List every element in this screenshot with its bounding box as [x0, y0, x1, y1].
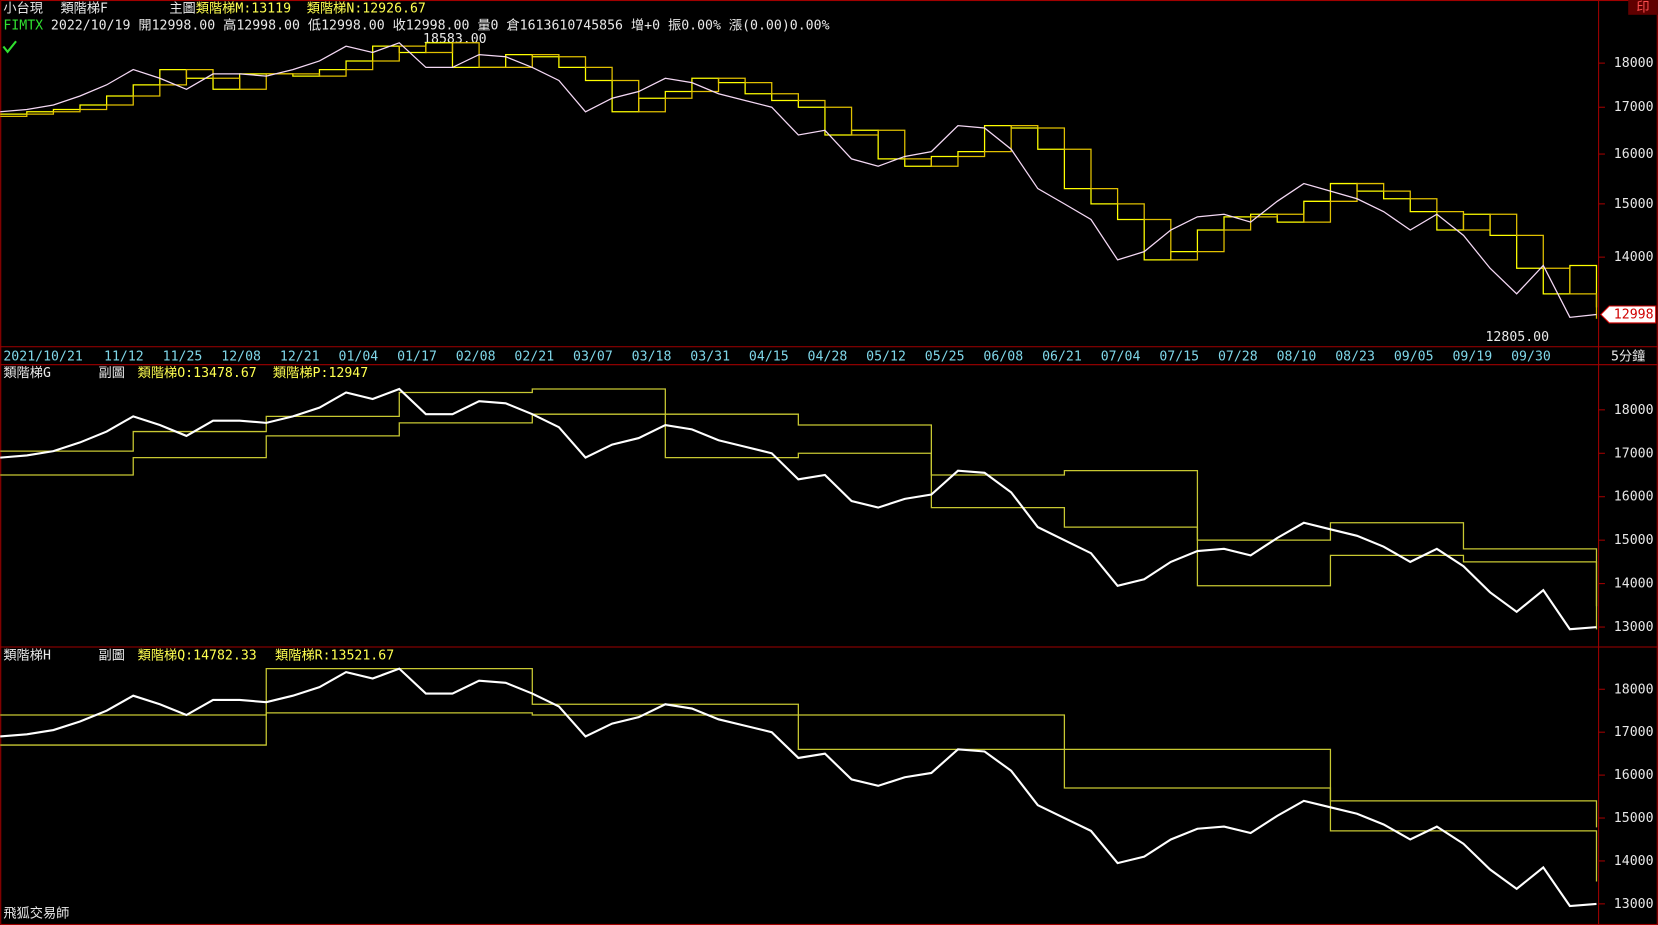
y-tick-label: 18000 [1614, 56, 1654, 71]
indicator-name: 類階梯H [3, 647, 51, 663]
x-tick-label: 05/25 [925, 349, 965, 364]
symbol-name: 小台現 [3, 0, 43, 16]
y-tick-label: 13000 [1614, 897, 1654, 912]
price-line [0, 667, 1597, 908]
y-tick-label: 15000 [1614, 197, 1654, 212]
x-tick-label: 03/31 [690, 349, 730, 364]
indicator-name: 類階梯F [60, 0, 108, 16]
step-line [0, 413, 1598, 630]
footer: 飛狐交易師 [3, 904, 69, 921]
print-button[interactable] [1628, 0, 1658, 15]
y-tick-label: 16000 [1614, 768, 1654, 783]
x-tick-label: 07/04 [1101, 349, 1141, 364]
y-tick-label: 17000 [1614, 100, 1654, 115]
check-icon [2, 40, 17, 54]
y-tick-label: 14000 [1614, 854, 1654, 869]
x-unit: 5分鐘 [1611, 347, 1645, 364]
step-line [0, 712, 1598, 882]
quote: 2022/10/19 開12998.00 高12998.00 低12998.00… [51, 16, 830, 33]
y-tick-label: 15000 [1614, 533, 1654, 548]
x-tick-label: 03/07 [573, 349, 613, 364]
symbol: FIMTX [3, 18, 43, 33]
x-tick-label: 02/08 [456, 349, 496, 364]
x-tick-label: 02/21 [514, 349, 554, 364]
x-tick-label: 12/08 [221, 349, 261, 364]
x-tick-label: 08/23 [1335, 349, 1375, 364]
x-tick-label: 09/05 [1394, 349, 1434, 364]
price-line [0, 387, 1597, 631]
print-button-label[interactable]: 印 [1636, 0, 1649, 15]
low-annotation: 12805.00 [1485, 330, 1549, 345]
x-tick-label: 12/21 [280, 349, 320, 364]
x-tick-label: 07/28 [1218, 349, 1258, 364]
y-tick-label: 18000 [1614, 682, 1654, 697]
panel-label: 副圖 [99, 647, 125, 663]
x-tick-label: 01/04 [339, 349, 379, 364]
price-tag-label: 12998 [1614, 307, 1654, 322]
price-line [0, 42, 1597, 319]
x-tick-label: 11/25 [163, 349, 203, 364]
y-tick-label: 14000 [1614, 250, 1654, 265]
panel-label: 副圖 [99, 365, 125, 381]
legend-entry: 類階梯N:12926.67 [307, 0, 426, 16]
x-tick-label: 06/21 [1042, 349, 1082, 364]
legend-entry: 類階梯O:13478.67 [138, 365, 257, 381]
panel-label: 主圖 [169, 0, 195, 16]
step-line [0, 388, 1598, 607]
indicator-name: 類階梯G [3, 365, 51, 381]
x-tick-label: 2021/10/21 [3, 349, 83, 364]
y-tick-label: 13000 [1614, 620, 1654, 635]
y-tick-label: 18000 [1614, 403, 1654, 418]
legend-entry: 類階梯Q:14782.33 [138, 647, 257, 663]
y-tick-label: 17000 [1614, 446, 1654, 461]
x-tick-label: 06/08 [983, 349, 1023, 364]
x-tick-label: 09/30 [1511, 349, 1551, 364]
x-tick-label: 05/12 [866, 349, 906, 364]
x-tick-label: 11/12 [104, 349, 144, 364]
legend-entry: 類階梯M:13119 [196, 0, 291, 16]
price-tag [1599, 305, 1657, 324]
y-tick-label: 16000 [1614, 147, 1654, 162]
y-tick-label: 16000 [1614, 490, 1654, 505]
x-tick-label: 04/28 [808, 349, 848, 364]
step-line [0, 42, 1598, 319]
high-annotation: 18583.00 [423, 32, 487, 47]
x-tick-label: 01/17 [397, 349, 437, 364]
x-tick-label: 04/15 [749, 349, 789, 364]
x-tick-label: 07/15 [1159, 349, 1199, 364]
x-tick-label: 03/18 [632, 349, 672, 364]
y-tick-label: 14000 [1614, 577, 1654, 592]
legend-entry: 類階梯R:13521.67 [275, 647, 394, 663]
x-tick-label: 09/19 [1452, 349, 1492, 364]
y-tick-label: 17000 [1614, 725, 1654, 740]
y-tick-label: 15000 [1614, 811, 1654, 826]
x-tick-label: 08/10 [1277, 349, 1317, 364]
legend-entry: 類階梯P:12947 [273, 365, 368, 381]
